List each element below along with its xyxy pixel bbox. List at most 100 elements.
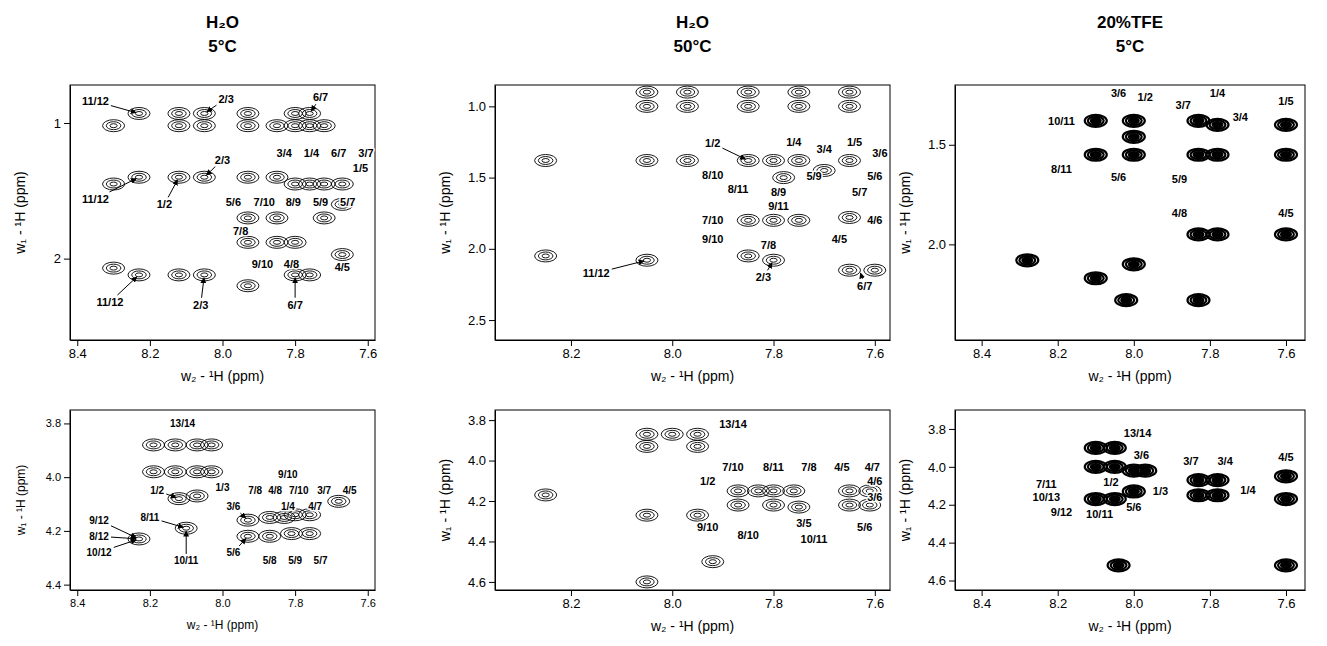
tick: 4.6 xyxy=(928,573,955,588)
x-axis: 8.48.28.07.87.6 xyxy=(956,340,1306,361)
tick-mark xyxy=(223,340,224,346)
y-axis-title: w₁ - ¹H (ppm) xyxy=(897,459,913,543)
contour-ring xyxy=(204,441,219,449)
peak xyxy=(103,262,125,274)
contour-ring xyxy=(201,439,223,451)
contour-ring xyxy=(1213,493,1223,498)
contour-ring xyxy=(241,173,256,181)
contour-ring xyxy=(237,212,259,224)
peak xyxy=(1275,493,1297,505)
contour-ring xyxy=(665,430,680,438)
peak xyxy=(1134,465,1156,477)
x-axis-title: w₂ - ¹H (ppm) xyxy=(186,618,258,632)
peak-label: 1/3 xyxy=(1153,485,1168,497)
contour-ring xyxy=(317,214,332,222)
contour-ring xyxy=(1114,563,1124,568)
tick: 8.2 xyxy=(562,590,580,611)
peak-label: 8/12 xyxy=(89,531,109,542)
peak-label: 4/5 xyxy=(343,485,357,496)
peak-label: 4/7 xyxy=(865,461,880,473)
contour-ring xyxy=(636,100,658,112)
peak xyxy=(237,530,259,542)
tick-label: 8.4 xyxy=(70,597,85,609)
tick-label: 7.6 xyxy=(866,596,884,611)
contour-ring xyxy=(306,532,313,536)
contour-ring xyxy=(241,122,256,130)
plot-frame xyxy=(70,410,375,590)
contour-ring xyxy=(737,250,759,262)
tick: 1 xyxy=(54,116,70,131)
contour-ring xyxy=(741,252,756,260)
contour-ring xyxy=(763,485,785,497)
contour-ring xyxy=(241,214,256,222)
tick: 2.5 xyxy=(468,313,495,328)
contour-ring xyxy=(168,107,190,119)
y-axis: 12 xyxy=(54,86,71,341)
contour-ring xyxy=(1191,476,1207,485)
peak-label: 4/6 xyxy=(867,475,882,487)
tick-mark xyxy=(489,420,495,421)
contour-ring xyxy=(838,211,860,223)
contour-ring xyxy=(795,104,802,108)
contour-ring xyxy=(1118,296,1134,305)
contour-ring xyxy=(328,495,350,507)
leader-arrow xyxy=(162,521,184,527)
peak xyxy=(1123,149,1145,161)
peak-label: 5/6 xyxy=(1111,171,1126,183)
peak xyxy=(636,86,658,98)
contour-ring xyxy=(175,497,182,501)
tick: 4.4 xyxy=(46,579,70,591)
contour-ring xyxy=(146,441,161,449)
contour-ring xyxy=(846,104,853,108)
contour-ring xyxy=(128,269,150,281)
contour-ring xyxy=(197,271,212,279)
contour-ring xyxy=(313,120,335,132)
contour-ring xyxy=(1210,121,1226,130)
tick-label: 7.6 xyxy=(359,346,377,361)
tick-label: 8.4 xyxy=(69,346,87,361)
contour-ring xyxy=(1123,258,1145,270)
contour-ring xyxy=(1091,152,1101,157)
peak-label: 9/10 xyxy=(278,469,298,480)
contour-ring xyxy=(168,441,183,449)
peak xyxy=(331,249,353,261)
tick-mark xyxy=(949,543,955,544)
tick: 1.5 xyxy=(928,137,955,152)
tick-label: 2 xyxy=(54,251,61,266)
x-axis: 8.48.28.07.87.6 xyxy=(70,590,376,609)
leader-arrow xyxy=(240,513,245,518)
contour-ring xyxy=(172,110,187,118)
contour-ring xyxy=(241,532,256,540)
peak-label: 5/6 xyxy=(226,547,240,558)
peak xyxy=(1275,149,1297,161)
contour-ring xyxy=(661,428,683,440)
peak xyxy=(788,100,810,112)
tick-mark xyxy=(1134,340,1135,346)
axis-line xyxy=(496,590,891,591)
peak-label: 3/4 xyxy=(1217,455,1233,467)
contour-ring xyxy=(1213,152,1223,157)
peak xyxy=(299,528,321,540)
contour-ring xyxy=(1140,468,1150,473)
contour-ring xyxy=(103,178,125,190)
contour-ring xyxy=(1085,272,1107,284)
contour-ring xyxy=(542,254,549,258)
contour-ring xyxy=(1210,230,1226,239)
contour-ring xyxy=(1091,464,1101,469)
contour-ring xyxy=(193,269,215,281)
tick-label: 3.8 xyxy=(468,413,486,428)
peak-label: 3/5 xyxy=(796,517,811,529)
contour-ring xyxy=(241,110,256,118)
contour-ring xyxy=(172,122,187,130)
contour-ring xyxy=(792,216,807,224)
peak xyxy=(763,254,785,266)
contour-ring xyxy=(643,444,650,448)
leader-arrow xyxy=(768,263,772,271)
contour-ring xyxy=(680,157,695,165)
peak xyxy=(838,211,860,223)
leader-arrow xyxy=(311,104,316,111)
tick-mark xyxy=(489,249,495,250)
contour-ring xyxy=(727,499,749,511)
peak xyxy=(763,485,785,497)
contour-ring xyxy=(790,489,797,493)
